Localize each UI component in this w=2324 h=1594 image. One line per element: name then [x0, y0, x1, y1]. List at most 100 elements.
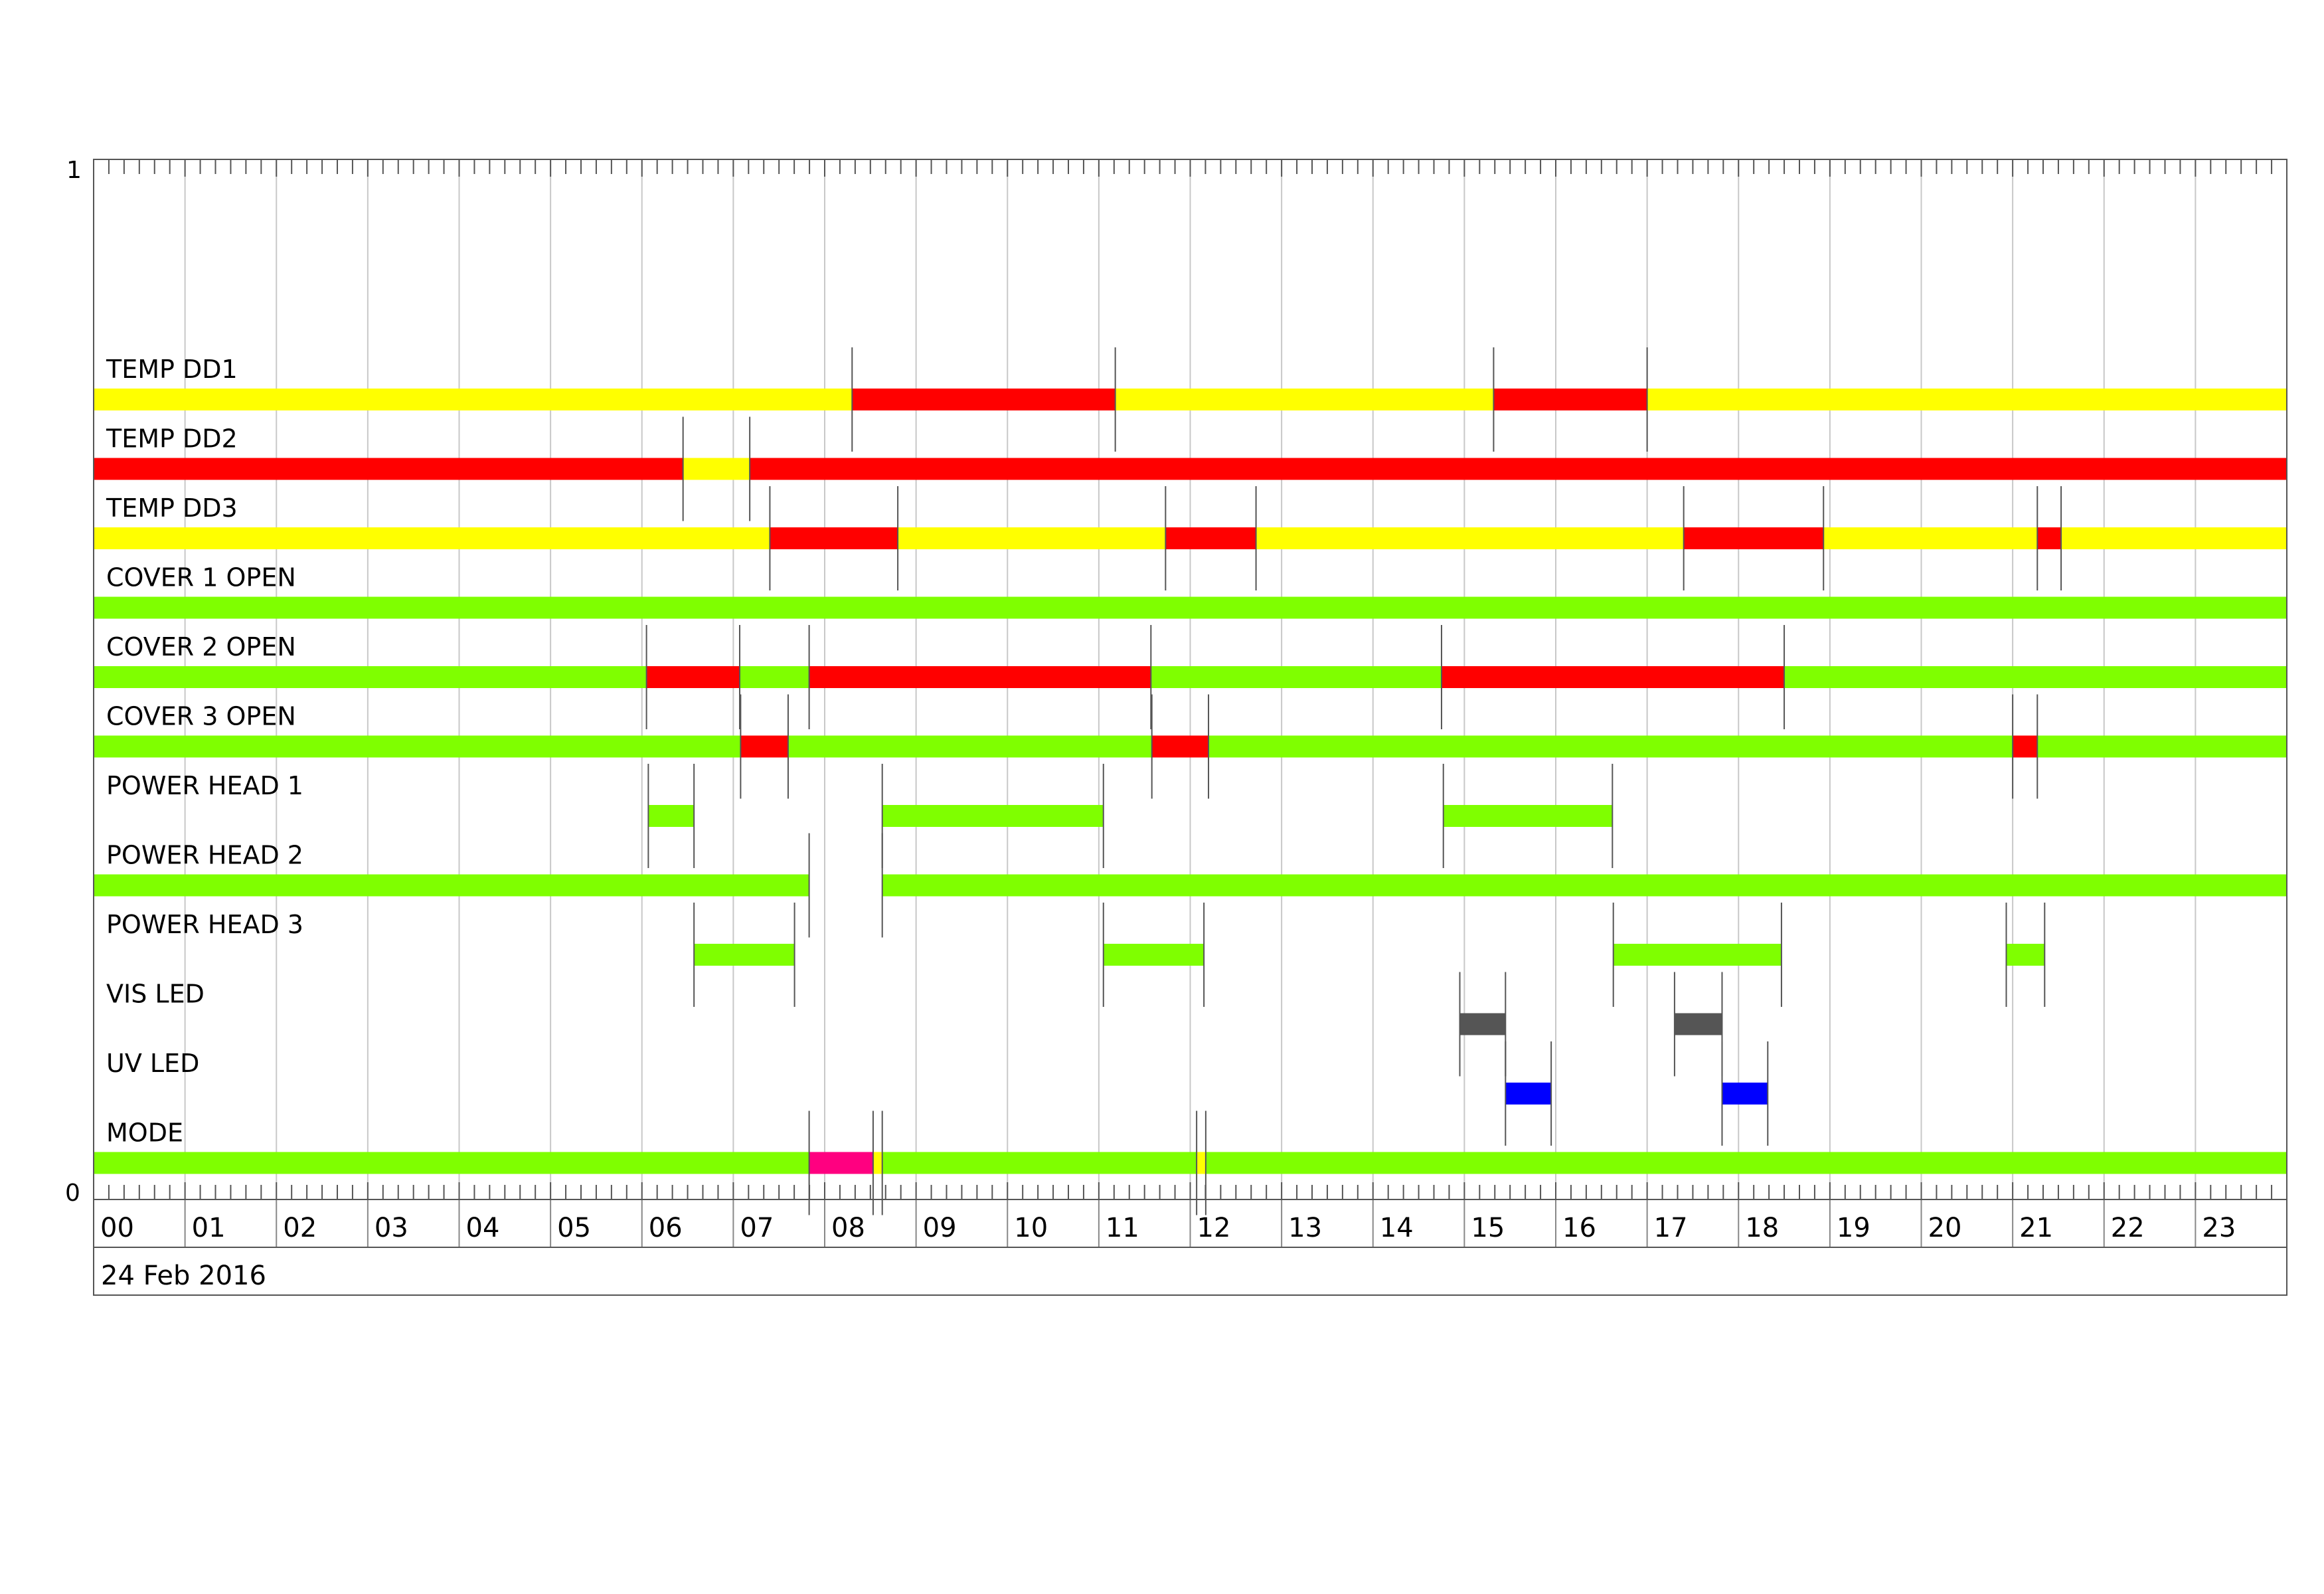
- hour-label: 13: [1288, 1213, 1322, 1243]
- series-label: TEMP DD2: [106, 424, 238, 454]
- segment-bar: [1208, 735, 2013, 758]
- hour-label: 11: [1106, 1213, 1139, 1243]
- hour-label: 18: [1745, 1213, 1779, 1243]
- series-label: POWER HEAD 1: [106, 771, 303, 800]
- hour-label: 10: [1014, 1213, 1048, 1243]
- segment-bar: [94, 458, 683, 480]
- hour-label: 08: [831, 1213, 865, 1243]
- hour-label: 12: [1197, 1213, 1231, 1243]
- hour-label: 14: [1380, 1213, 1414, 1243]
- segment-bar: [740, 735, 788, 758]
- segment-bar: [1165, 527, 1256, 549]
- hour-label: 09: [923, 1213, 957, 1243]
- series-label: COVER 3 OPEN: [106, 702, 296, 731]
- segment-bar: [809, 1152, 873, 1174]
- segment-bar: [1459, 1013, 1506, 1035]
- series-label: COVER 1 OPEN: [106, 563, 296, 592]
- hour-label: 03: [374, 1213, 408, 1243]
- hour-label: 17: [1654, 1213, 1688, 1243]
- segment-bar: [750, 458, 2287, 480]
- series-label: VIS LED: [106, 980, 205, 1009]
- hour-label: 01: [192, 1213, 226, 1243]
- hour-label: 21: [2019, 1213, 2053, 1243]
- segment-bar: [2006, 944, 2045, 966]
- segment-bar: [94, 527, 770, 549]
- segment-bar: [94, 874, 809, 897]
- segment-bar: [1722, 1083, 1768, 1105]
- segment-bar: [646, 666, 740, 688]
- series-label: COVER 2 OPEN: [106, 632, 296, 662]
- series-row: MODE: [93, 1110, 2287, 1215]
- segment-bar: [882, 1152, 1197, 1174]
- segment-bar: [1493, 389, 1647, 410]
- segment-bar: [872, 1152, 882, 1174]
- series-row: COVER 3 OPEN: [93, 694, 2287, 799]
- segment-bar: [1784, 666, 2287, 688]
- segment-bar: [1256, 527, 1684, 549]
- series-label: UV LED: [106, 1049, 199, 1078]
- segment-bar: [1441, 666, 1785, 688]
- axis-ticks: [108, 159, 2273, 1199]
- series-row: POWER HEAD 1: [93, 764, 1614, 868]
- segment-bar: [852, 389, 1116, 410]
- segment-bar: [683, 458, 750, 480]
- segment-bar: [2037, 735, 2287, 758]
- plot-frame: [93, 159, 2287, 1296]
- segment-bar: [882, 805, 1104, 827]
- series-row: COVER 2 OPEN: [93, 625, 2287, 729]
- segment-bar: [1823, 527, 2038, 549]
- series-row: POWER HEAD 3: [93, 903, 2046, 1007]
- segment-bar: [1115, 389, 1494, 410]
- series-row: UV LED: [93, 1041, 1769, 1146]
- segment-bar: [648, 805, 695, 827]
- series-rows: TEMP DD1 TEMP DD2 TEMP DD3 COVER 1 OPEN COVE…: [93, 347, 2287, 1215]
- plot-border: [93, 159, 2287, 1296]
- hour-label: 04: [466, 1213, 500, 1243]
- segment-bar: [694, 944, 795, 966]
- segment-bar: [1197, 1152, 1206, 1174]
- series-row: VIS LED: [93, 972, 1723, 1077]
- segment-bar: [94, 596, 2287, 619]
- segment-bar: [882, 874, 2287, 897]
- hour-label: 22: [2111, 1213, 2145, 1243]
- series-label: POWER HEAD 3: [106, 910, 303, 939]
- hour-label: 20: [1928, 1213, 1962, 1243]
- segment-bar: [94, 735, 741, 758]
- segment-bar: [1205, 1152, 2287, 1174]
- hour-label: 00: [100, 1213, 134, 1243]
- segment-bar: [2013, 735, 2038, 758]
- hour-label: 15: [1471, 1213, 1505, 1243]
- series-row: TEMP DD3: [93, 486, 2287, 590]
- hour-label: 02: [283, 1213, 317, 1243]
- series-label: TEMP DD3: [106, 493, 238, 523]
- series-row: TEMP DD1: [93, 347, 2287, 452]
- segment-bar: [1443, 805, 1613, 827]
- segment-bar: [94, 1152, 809, 1174]
- segment-bar: [94, 666, 647, 688]
- date-label: 24 Feb 2016: [101, 1261, 266, 1291]
- segment-bar: [809, 666, 1151, 688]
- hour-label: 06: [649, 1213, 683, 1243]
- segment-bar: [898, 527, 1166, 549]
- segment-bar: [1103, 944, 1204, 966]
- hour-label: 19: [1837, 1213, 1870, 1243]
- hour-label: 16: [1562, 1213, 1596, 1243]
- series-row: POWER HEAD 2: [93, 833, 2287, 938]
- segment-bar: [94, 389, 853, 410]
- segment-bar: [1151, 666, 1442, 688]
- series-label: MODE: [106, 1118, 183, 1148]
- y-axis-bottom-label: 0: [65, 1180, 80, 1207]
- segment-bar: [770, 527, 898, 549]
- segment-bar: [1151, 735, 1209, 758]
- series-label: TEMP DD1: [106, 355, 238, 384]
- hour-labels: 00 01 02 03 04 05 06 07 08 09 10 11 12 13 14 15 16 17 18 19…: [100, 1213, 2236, 1243]
- segment-bar: [1647, 389, 2287, 410]
- series-row: COVER 1 OPEN: [93, 555, 2287, 619]
- series-label: POWER HEAD 2: [106, 841, 303, 870]
- segment-bar: [2037, 527, 2062, 549]
- series-row: TEMP DD2: [93, 416, 2287, 521]
- hour-label: 05: [557, 1213, 591, 1243]
- segment-bar: [2061, 527, 2287, 549]
- segment-bar: [1505, 1083, 1552, 1105]
